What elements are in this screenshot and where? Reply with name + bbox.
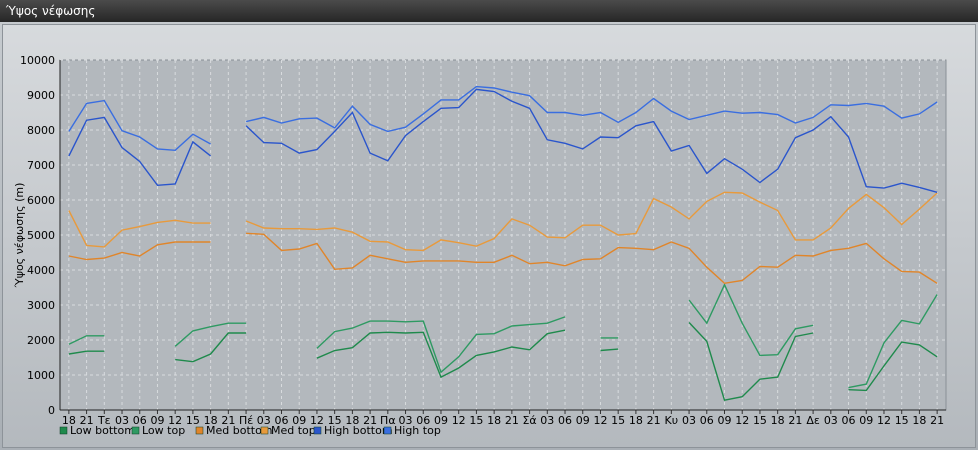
x-tick-label: 21 [505,414,519,427]
x-tick-label: 12 [452,414,466,427]
x-tick-label: 03 [399,414,413,427]
y-tick-label: 10000 [20,54,55,67]
y-tick-label: 1000 [27,369,55,382]
y-axis-label: Ύψος νέφωσης (m) [13,183,26,289]
legend-label: High top [394,424,441,437]
legend-swatch [383,426,392,435]
x-tick-label: 18 [912,414,926,427]
y-tick-label: 8000 [27,124,55,137]
window-title: Ύψος νέφωσης [0,0,978,22]
x-tick-label: 18 [62,414,76,427]
legend-swatch [313,426,322,435]
x-tick-label: 03 [540,414,554,427]
x-tick-label: 12 [593,414,607,427]
x-tick-label: 06 [558,414,572,427]
x-tick-label: 03 [824,414,838,427]
series-line-low-bottom [175,332,247,363]
x-tick-label: Πέ [239,414,253,427]
y-tick-label: 5000 [27,229,55,242]
series-line-low-top [848,294,938,389]
y-tick-label: 0 [48,404,55,417]
x-tick-label: 06 [275,414,289,427]
x-tick-label: 03 [682,414,696,427]
legend-label: High bottom [324,424,393,437]
series-line-med-bottom [68,241,211,261]
series-line-low-bottom [688,322,814,402]
legend-label: Low bottom [70,424,135,437]
series-line-med-top [245,191,938,252]
x-tick-label: 21 [221,414,235,427]
series-line-high-top [245,85,938,133]
legend-swatch [59,426,68,435]
x-tick-label: 18 [204,414,218,427]
series-line-low-bottom [600,348,619,352]
x-tick-label: 09 [576,414,590,427]
x-tick-label: 09 [859,414,873,427]
x-tick-label: Σά [522,414,536,427]
series-line-high-bottom [68,116,212,187]
x-tick-label: 18 [771,414,785,427]
series-line-low-bottom [316,329,566,379]
x-tick-label: 12 [310,414,324,427]
y-tick-label: 7000 [27,159,55,172]
x-tick-label: 12 [877,414,891,427]
x-tick-label: Κυ [665,414,679,427]
x-tick-label: 09 [150,414,164,427]
x-tick-label: 18 [345,414,359,427]
y-tick-label: 4000 [27,264,55,277]
legend-swatch [195,426,204,435]
x-tick-label: 12 [735,414,749,427]
x-tick-label: 03 [257,414,271,427]
legend-swatch [131,426,140,435]
x-tick-label: 21 [647,414,661,427]
x-tick-label: 15 [328,414,342,427]
y-tick-label: 9000 [27,89,55,102]
x-tick-label: 03 [115,414,129,427]
x-tick-label: 15 [611,414,625,427]
x-tick-label: 06 [133,414,147,427]
x-tick-label: Τε [97,414,111,427]
y-tick-label: 3000 [27,299,55,312]
series-line-low-top [174,322,247,347]
series-line-high-bottom [245,88,938,193]
series-line-low-top [688,283,814,357]
y-tick-label: 6000 [27,194,55,207]
legend-label: Low top [142,424,185,437]
x-tick-label: 15 [186,414,200,427]
x-tick-label: Πα [380,414,396,427]
legend-label: Med top [271,424,316,437]
x-tick-label: 15 [469,414,483,427]
series-line-low-bottom [68,350,105,355]
x-tick-label: 09 [718,414,732,427]
x-tick-label: 21 [788,414,802,427]
x-tick-label: Δε [806,414,820,427]
x-tick-label: 15 [753,414,767,427]
x-tick-label: 15 [895,414,909,427]
series-line-low-bottom [848,341,938,392]
x-tick-label: 06 [842,414,856,427]
x-tick-label: 21 [363,414,377,427]
x-tick-label: 09 [434,414,448,427]
y-tick-label: 2000 [27,334,55,347]
series-line-low-top [68,335,105,345]
x-tick-label: 18 [487,414,501,427]
x-tick-label: 06 [700,414,714,427]
x-tick-label: 21 [80,414,94,427]
series-line-high-top [68,99,211,152]
x-tick-label: 09 [292,414,306,427]
legend-label: Med bottom [206,424,273,437]
x-tick-label: 06 [416,414,430,427]
x-tick-label: 18 [629,414,643,427]
series-line-med-top [68,210,211,248]
series-line-med-bottom [246,232,938,285]
legend-swatch [260,426,269,435]
series-line-low-top [316,316,566,374]
x-tick-label: 21 [930,414,944,427]
x-tick-label: 12 [168,414,182,427]
